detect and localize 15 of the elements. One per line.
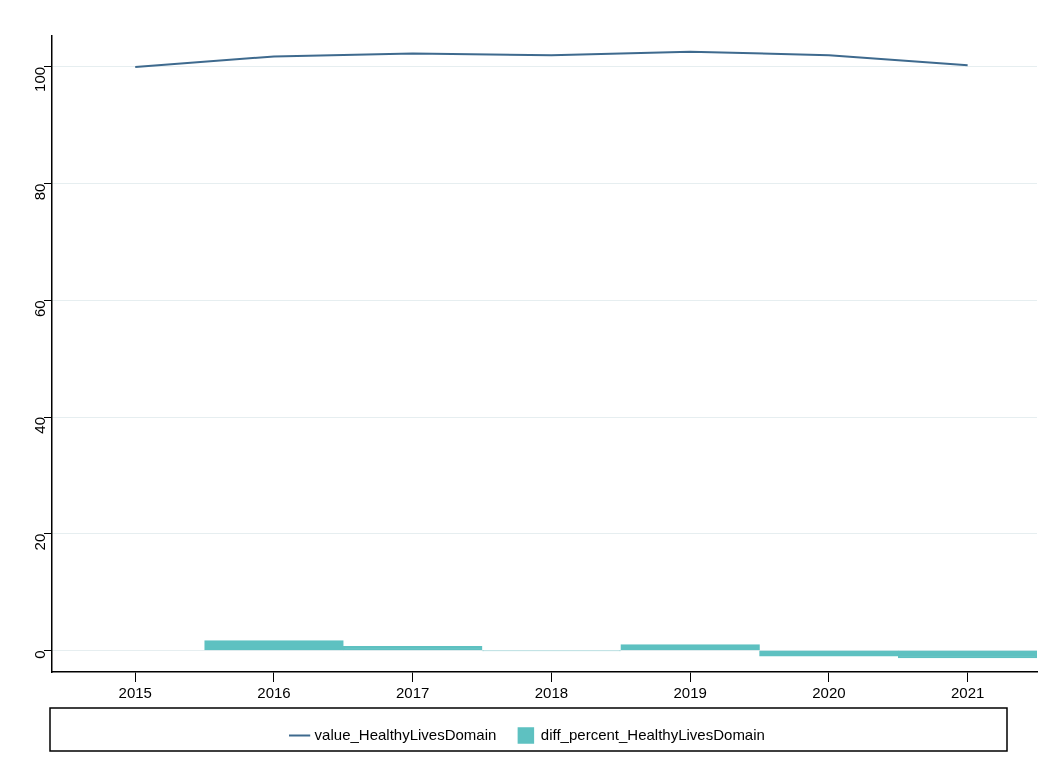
x-tick-label: 2019 [673,684,707,702]
legend-label: diff_percent_HealthyLivesDomain [540,725,765,743]
x-tick-label: 2015 [118,684,152,702]
y-tick-label: 20 [31,533,49,551]
y-tick-label: 100 [31,66,49,92]
x-tick-label: 2016 [257,684,291,702]
y-tick-label: 60 [31,300,49,318]
y-tick-label: 0 [31,650,49,659]
x-tick-label: 2017 [396,684,430,702]
x-tick-label: 2020 [812,684,846,702]
x-tick-label: 2021 [950,684,985,702]
x-tick-label: 2018 [534,684,569,702]
legend-label: value_HealthyLivesDomain [314,725,497,743]
y-tick-label: 40 [31,417,49,434]
y-tick-label: 80 [31,183,49,201]
